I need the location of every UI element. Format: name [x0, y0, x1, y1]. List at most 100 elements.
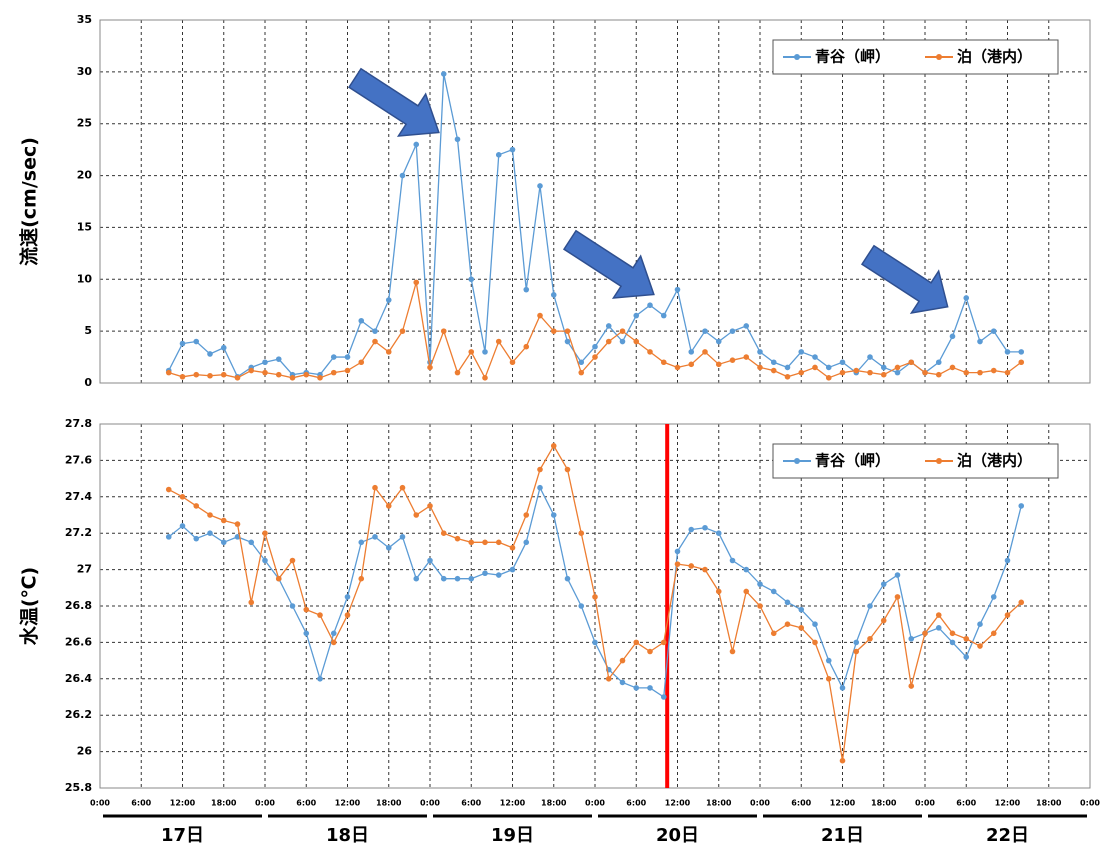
- data-point: [179, 523, 186, 529]
- data-point: [372, 484, 378, 491]
- data-point: [413, 575, 420, 582]
- data-point: [482, 570, 488, 577]
- data-point: [963, 369, 970, 376]
- data-point: [674, 364, 681, 371]
- data-point: [262, 359, 268, 366]
- data-point: [317, 612, 323, 618]
- data-point: [427, 364, 433, 371]
- y-tick-label: 10: [77, 272, 93, 285]
- data-point: [509, 544, 516, 551]
- x-tick-label: 18:00: [871, 799, 897, 808]
- data-point: [165, 369, 172, 376]
- y-axis-title: 流速(cm/sec): [18, 137, 41, 266]
- y-tick-label: 25.8: [65, 781, 92, 794]
- data-point: [605, 338, 612, 345]
- x-tick-label: 6:00: [791, 799, 811, 808]
- x-tick-label: 0:00: [420, 799, 440, 808]
- data-point: [399, 328, 406, 334]
- data-point: [578, 530, 585, 536]
- data-point: [564, 575, 571, 582]
- data-point: [385, 544, 392, 551]
- data-point: [894, 594, 901, 600]
- x-tick-label: 0:00: [585, 799, 605, 808]
- legend-marker: [936, 54, 942, 60]
- y-tick-label: 26: [77, 745, 93, 758]
- data-point: [798, 349, 805, 355]
- data-point: [660, 639, 667, 646]
- data-point: [454, 535, 461, 542]
- data-point: [592, 594, 598, 600]
- data-point: [578, 359, 585, 366]
- x-tick-label: 12:00: [995, 799, 1021, 808]
- data-point: [1018, 599, 1025, 606]
- data-point: [165, 534, 172, 540]
- x-tick-label: 12:00: [335, 799, 361, 808]
- data-point: [427, 503, 433, 509]
- y-tick-label: 26.8: [65, 599, 92, 612]
- data-point: [702, 328, 708, 334]
- data-point: [317, 375, 323, 381]
- y-tick-label: 26.2: [65, 708, 92, 721]
- data-point: [262, 557, 268, 564]
- data-point: [523, 539, 530, 546]
- data-point: [839, 685, 846, 691]
- x-tick-label: 18:00: [1036, 799, 1062, 808]
- data-point: [179, 340, 186, 347]
- x-tick-label: 0:00: [1080, 799, 1100, 808]
- data-point: [935, 371, 942, 378]
- legend-box: [772, 39, 1059, 75]
- data-point: [798, 625, 805, 631]
- arrow: [347, 67, 440, 137]
- x-tick-label: 18:00: [706, 799, 732, 808]
- data-point: [495, 152, 502, 158]
- data-point: [908, 359, 915, 366]
- data-point: [193, 371, 200, 378]
- data-point: [853, 367, 860, 374]
- data-point: [303, 371, 310, 378]
- data-point: [509, 566, 516, 573]
- data-point: [619, 338, 626, 345]
- data-point: [647, 302, 653, 309]
- data-point: [757, 349, 763, 355]
- data-point: [990, 594, 997, 600]
- data-point: [757, 603, 763, 609]
- x-tick-label: 6:00: [461, 799, 481, 808]
- data-point: [427, 557, 433, 564]
- x-tick-label: 18:00: [376, 799, 402, 808]
- data-point: [454, 575, 461, 582]
- data-point: [949, 630, 956, 637]
- data-point: [578, 603, 585, 609]
- x-tick-label: 0:00: [750, 799, 770, 808]
- data-point: [564, 466, 571, 473]
- data-point: [262, 369, 268, 376]
- data-point: [193, 503, 200, 509]
- data-point: [179, 494, 186, 500]
- y-tick-label: 27.4: [65, 490, 92, 503]
- data-point: [647, 648, 653, 655]
- data-point: [619, 657, 626, 664]
- y-tick-label: 26.4: [65, 672, 92, 685]
- data-point: [440, 575, 447, 582]
- x-tick-label: 6:00: [296, 799, 316, 808]
- day-label: 22日: [986, 825, 1029, 846]
- data-point: [688, 349, 695, 355]
- data-point: [413, 141, 420, 148]
- data-point: [935, 625, 942, 631]
- data-point: [812, 639, 818, 646]
- data-point: [358, 317, 365, 324]
- data-point: [1004, 349, 1011, 355]
- data-point: [358, 359, 365, 366]
- data-point: [825, 657, 832, 664]
- data-point: [262, 530, 268, 536]
- data-point: [688, 563, 695, 569]
- data-point: [358, 539, 365, 546]
- legend-label: 泊（港内）: [957, 48, 1032, 66]
- data-point: [784, 373, 791, 380]
- data-point: [1004, 557, 1011, 564]
- data-point: [495, 338, 502, 345]
- data-point: [770, 588, 777, 595]
- data-point: [839, 369, 846, 376]
- y-tick-label: 25: [77, 117, 92, 130]
- arrow: [562, 229, 655, 299]
